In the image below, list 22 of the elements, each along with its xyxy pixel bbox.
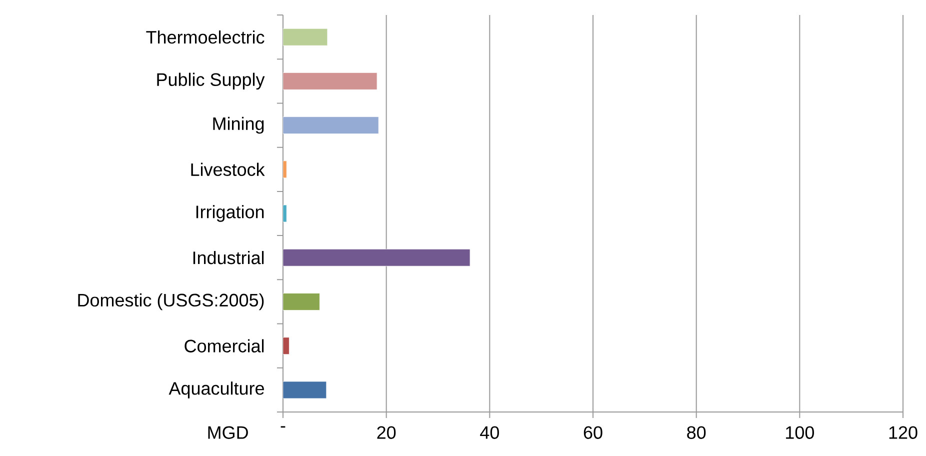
x-tick-label: 40 bbox=[480, 426, 499, 439]
bar bbox=[283, 160, 287, 178]
y-tick-label: Comercial bbox=[184, 339, 264, 352]
y-tick-label: Irrigation bbox=[196, 205, 264, 222]
y-tick-label: Domestic (USGS:2005) bbox=[78, 293, 264, 310]
x-tick-label: 60 bbox=[584, 426, 602, 439]
y-tick-label: Mining bbox=[213, 116, 264, 134]
y-tick-label: Industrial bbox=[193, 251, 264, 264]
x-tick-label: 100 bbox=[786, 426, 814, 439]
bar bbox=[283, 28, 328, 46]
x-tick-label: - bbox=[280, 426, 286, 428]
x-tick-label: 120 bbox=[889, 426, 918, 439]
bar bbox=[283, 204, 287, 222]
bar bbox=[283, 72, 378, 90]
x-tick-label: 80 bbox=[687, 426, 706, 439]
y-tick-label: Public Supply bbox=[157, 72, 265, 90]
x-tick-label: 20 bbox=[377, 426, 396, 439]
y-tick-label: Thermoelectric bbox=[146, 30, 264, 44]
y-tick-label: Livestock bbox=[191, 162, 265, 176]
y-tick-label: Aquaculture bbox=[168, 382, 264, 398]
x-axis-title: MGD bbox=[208, 426, 248, 439]
bar bbox=[283, 116, 379, 134]
